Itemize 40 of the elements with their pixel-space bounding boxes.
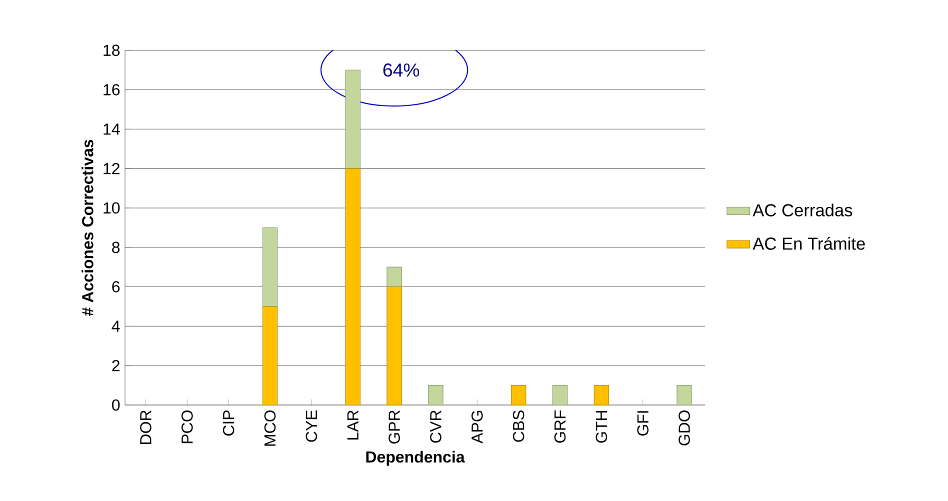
- x-tick-label: GTH: [596, 411, 608, 443]
- y-tick-label: 14: [104, 124, 120, 135]
- bar: [345, 70, 360, 169]
- bar: [262, 227, 278, 307]
- x-tick-label: APG: [471, 410, 483, 444]
- x-tick-label: DOR: [140, 410, 152, 444]
- x-tick-label: CBS: [512, 410, 524, 442]
- bar: [386, 286, 402, 405]
- x-tick-label: GFI: [637, 411, 649, 436]
- x-tick-label: PCO: [181, 410, 193, 444]
- bar: [510, 385, 526, 405]
- y-tick-label: 12: [104, 162, 120, 174]
- x-tick-label: GPR: [388, 410, 400, 444]
- y-tick-label: 16: [104, 84, 120, 96]
- x-tick-label: GDO: [678, 410, 690, 446]
- bar: [594, 385, 610, 405]
- x-tick-label: CYE: [306, 410, 318, 442]
- x-tick-label: MCO: [264, 410, 276, 446]
- y-tick-label: 8: [112, 242, 120, 254]
- y-tick-label: 6: [112, 281, 120, 292]
- y-tick-label: 18: [104, 44, 120, 56]
- x-axis-title: Dependencia: [366, 450, 465, 466]
- annotation: 64%: [383, 63, 420, 77]
- y-tick-label: 0: [112, 399, 120, 411]
- y-tick-label: 10: [104, 202, 120, 214]
- y-tick-label: 4: [112, 320, 120, 332]
- bar: [676, 385, 692, 405]
- bar: [428, 385, 444, 405]
- y-axis-title: # Acciones Correctivas: [82, 140, 94, 316]
- bar: [386, 266, 402, 288]
- y-tick-label: 2: [112, 360, 120, 372]
- x-tick-label: GRF: [554, 410, 566, 443]
- x-tick-label: CVR: [430, 410, 442, 443]
- x-tick-label: CIP: [222, 410, 234, 436]
- bar: [345, 168, 360, 405]
- legend-label: AC Cerradas: [752, 204, 852, 216]
- x-tick-label: LAR: [347, 410, 358, 440]
- legend-label: AC En Trámite: [752, 236, 865, 250]
- bar: [552, 385, 568, 405]
- bar: [262, 306, 278, 405]
